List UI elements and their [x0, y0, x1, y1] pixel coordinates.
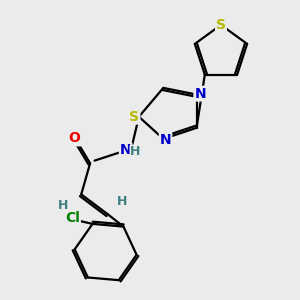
Text: S: S [216, 18, 226, 32]
Text: N: N [160, 133, 171, 147]
Text: N: N [120, 143, 131, 157]
Text: S: S [130, 110, 140, 124]
Text: Cl: Cl [65, 211, 80, 225]
Text: H: H [58, 199, 69, 212]
Text: H: H [130, 145, 140, 158]
Text: H: H [117, 195, 128, 208]
Text: O: O [69, 131, 80, 146]
Text: N: N [194, 87, 206, 101]
